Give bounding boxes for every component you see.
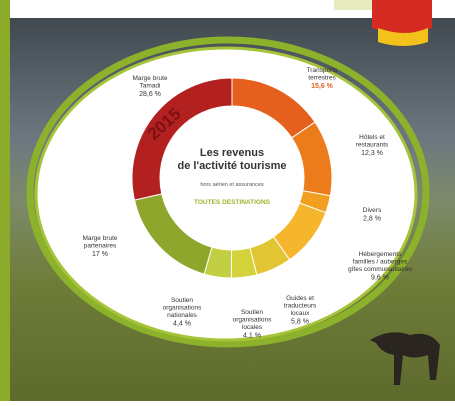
scope-label: TOUTES DESTINATIONS xyxy=(194,199,271,206)
logo-light xyxy=(334,0,372,10)
value-label: 28,6 % xyxy=(139,91,161,98)
logo-red xyxy=(372,0,432,33)
segment-label: Divers xyxy=(363,207,382,214)
value-label: 4,1 % xyxy=(243,333,261,340)
value-label: 12,3 % xyxy=(361,150,383,157)
value-label: 4,4 % xyxy=(173,321,191,328)
value-label: 5,8 % xyxy=(291,319,309,326)
chart-subtitle: hors aérien et assurances xyxy=(200,182,264,188)
left-border xyxy=(0,0,10,401)
value-label: 9,6 % xyxy=(371,275,389,282)
value-label: 2,8 % xyxy=(363,216,381,223)
value-label: 15,6 % xyxy=(311,83,334,90)
page: Transportsterrestres15,6 % Hôtels etresta… xyxy=(0,0,455,401)
value-label: 17 % xyxy=(92,251,108,258)
